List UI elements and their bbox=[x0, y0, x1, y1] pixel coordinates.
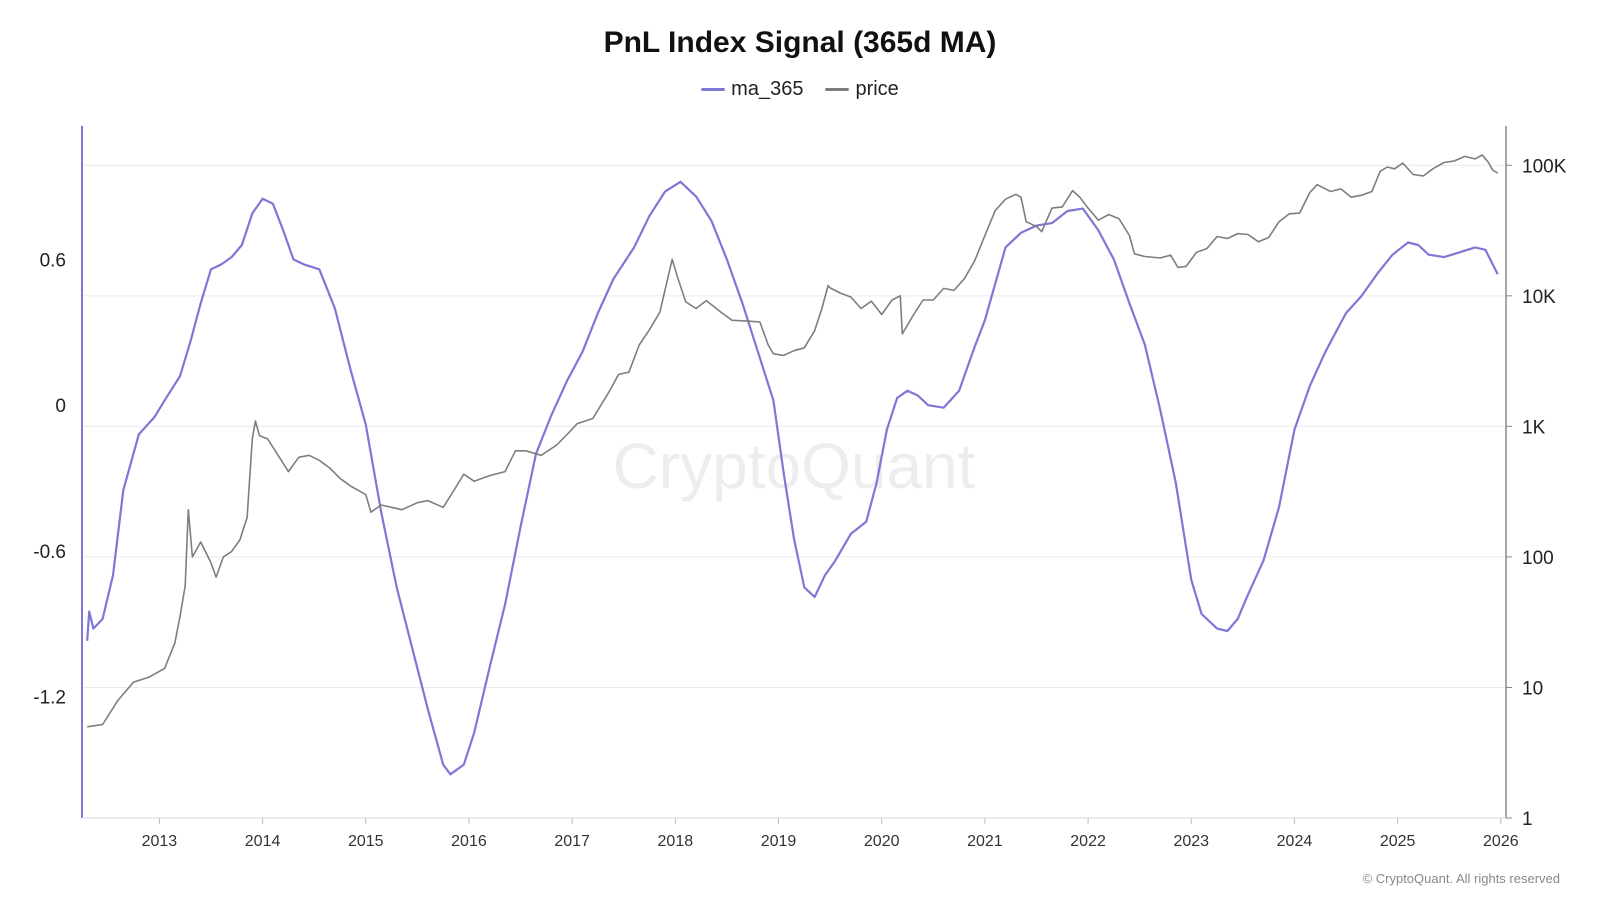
series-line-price bbox=[87, 154, 1499, 728]
x-tick-label: 2021 bbox=[967, 833, 1003, 850]
legend-item-ma-365[interactable]: ma_365 bbox=[701, 78, 803, 101]
series-line-ma-365 bbox=[86, 180, 1499, 776]
x-tick-label: 2015 bbox=[348, 833, 384, 850]
legend-label-price: price bbox=[855, 78, 899, 100]
legend-swatch-ma-365 bbox=[701, 88, 726, 91]
legend-item-price[interactable]: price bbox=[825, 78, 899, 101]
y-right-tick-label: 1K bbox=[1522, 417, 1546, 438]
y-right-tick-label: 10 bbox=[1522, 678, 1543, 699]
x-tick-label: 2019 bbox=[761, 833, 797, 850]
y-left-tick-label: 0 bbox=[55, 396, 66, 417]
watermark: CryptoQuant bbox=[613, 430, 976, 502]
y-left-tick-label: -1.2 bbox=[33, 688, 66, 709]
y-left-tick-label: -0.6 bbox=[33, 542, 66, 563]
x-tick-label: 2025 bbox=[1380, 833, 1416, 850]
legend-label-ma-365: ma_365 bbox=[731, 78, 804, 100]
x-tick-label: 2024 bbox=[1277, 833, 1313, 850]
y-right-tick-label: 1 bbox=[1522, 809, 1533, 830]
x-tick-label: 2022 bbox=[1070, 833, 1106, 850]
y-right-tick-label: 10K bbox=[1522, 287, 1556, 308]
x-tick-label: 2020 bbox=[864, 833, 900, 850]
legend-swatch-price bbox=[825, 88, 850, 91]
x-tick-label: 2016 bbox=[451, 833, 487, 850]
x-tick-label: 2018 bbox=[658, 833, 694, 850]
x-tick-label: 2023 bbox=[1173, 833, 1209, 850]
x-tick-label: 2017 bbox=[554, 833, 590, 850]
copyright-footer: © CryptoQuant. All rights reserved bbox=[1362, 871, 1560, 886]
y-right-tick-label: 100K bbox=[1522, 156, 1567, 177]
y-left-tick-label: 0.6 bbox=[40, 251, 66, 272]
x-tick-label: 2026 bbox=[1483, 833, 1519, 850]
x-tick-label: 2013 bbox=[142, 833, 178, 850]
legend: ma_365 price bbox=[0, 78, 1600, 101]
chart-title: PnL Index Signal (365d MA) bbox=[603, 26, 997, 59]
y-right-tick-label: 100 bbox=[1522, 548, 1554, 569]
x-tick-label: 2014 bbox=[245, 833, 281, 850]
